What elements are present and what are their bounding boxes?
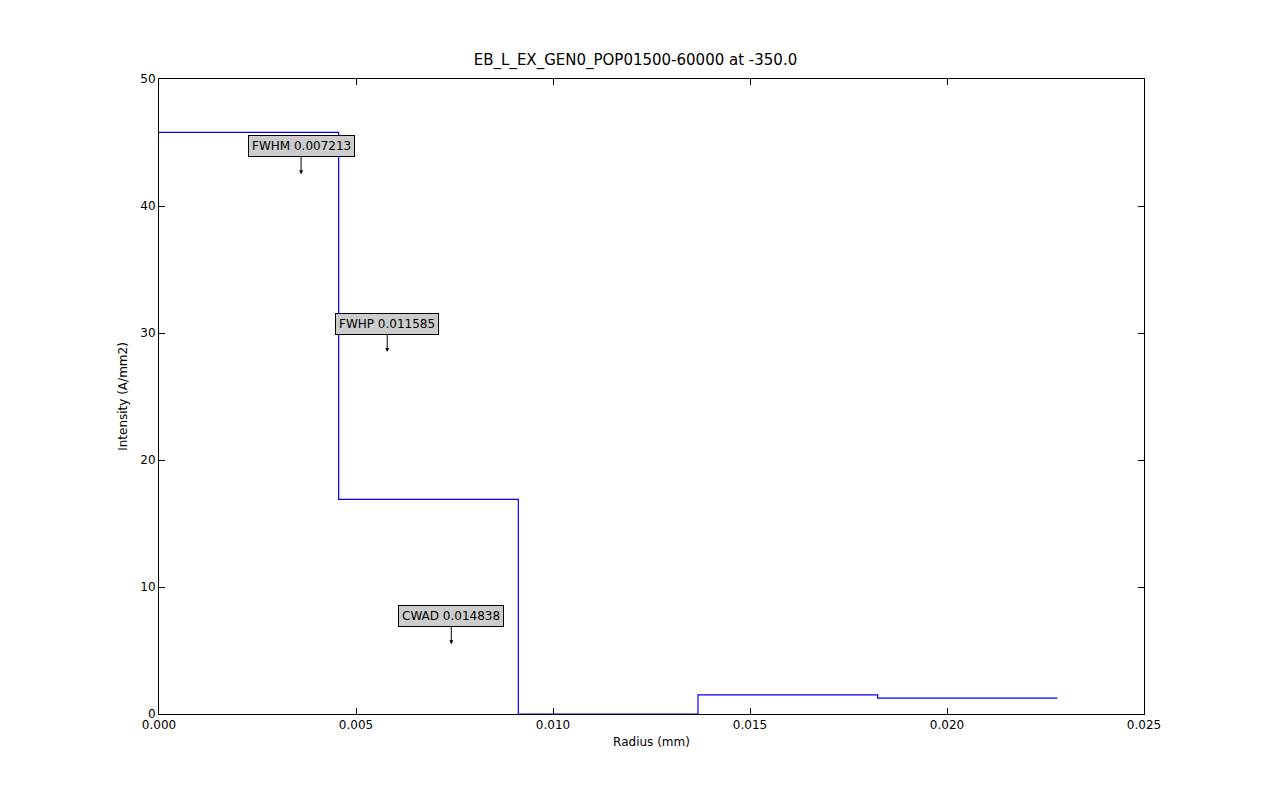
svg-text:30: 30	[140, 326, 155, 340]
svg-text:10: 10	[140, 580, 155, 594]
svg-text:40: 40	[140, 199, 155, 213]
svg-text:0.000: 0.000	[142, 718, 176, 732]
svg-text:0.015: 0.015	[733, 718, 767, 732]
svg-text:CWAD 0.014838: CWAD 0.014838	[402, 609, 500, 623]
svg-text:FWHM 0.007213: FWHM 0.007213	[252, 139, 351, 153]
svg-text:FWHP 0.011585: FWHP 0.011585	[339, 317, 435, 331]
svg-text:0: 0	[148, 707, 156, 721]
svg-text:0.010: 0.010	[536, 718, 570, 732]
svg-text:Intensity (A/mm2): Intensity (A/mm2)	[116, 342, 130, 451]
svg-text:EB_L_EX_GEN0_POP01500-60000 at: EB_L_EX_GEN0_POP01500-60000 at -350.0	[474, 51, 797, 70]
svg-text:Radius (mm): Radius (mm)	[613, 735, 690, 749]
svg-text:0.025: 0.025	[1127, 718, 1161, 732]
svg-text:0.005: 0.005	[339, 718, 373, 732]
svg-text:0.020: 0.020	[930, 718, 964, 732]
svg-text:20: 20	[140, 453, 155, 467]
svg-text:50: 50	[140, 72, 155, 86]
